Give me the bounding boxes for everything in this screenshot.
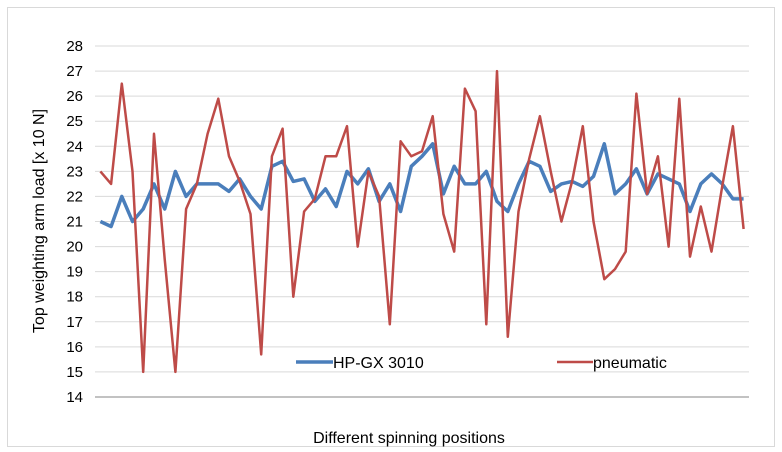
series-lines (99, 69, 745, 374)
y-tick-label: 25 (66, 113, 83, 130)
series-line-hp-gx-3010 (99, 142, 744, 229)
y-tick-label: 27 (66, 63, 83, 80)
y-axis-ticks: 14 15 16 17 18 19 20 21 22 23 24 25 26 27 28 (66, 38, 83, 406)
y-tick-label: 14 (66, 389, 83, 406)
legend-label-pneumatic: pneumatic (593, 355, 667, 372)
y-axis-title: Top weighting arm load [x 10 N] (31, 109, 48, 333)
y-tick-label: 18 (66, 289, 83, 306)
series-line-pneumatic (99, 69, 745, 374)
y-tick-label: 23 (66, 163, 83, 180)
legend-label-hp-gx-3010: HP-GX 3010 (333, 355, 424, 372)
x-axis-title: Different spinning positions (313, 430, 505, 447)
y-tick-label: 20 (66, 239, 83, 256)
y-tick-label: 19 (66, 264, 83, 281)
legend: HP-GX 3010 pneumatic (296, 355, 667, 372)
y-tick-label: 21 (66, 214, 83, 231)
y-tick-label: 16 (66, 339, 83, 356)
y-tick-label: 24 (66, 138, 83, 155)
y-tick-label: 26 (66, 88, 83, 105)
y-tick-label: 28 (66, 38, 83, 55)
y-tick-label: 22 (66, 188, 83, 205)
y-tick-label: 17 (66, 314, 83, 331)
gridlines (95, 45, 749, 398)
y-tick-label: 15 (66, 364, 83, 381)
